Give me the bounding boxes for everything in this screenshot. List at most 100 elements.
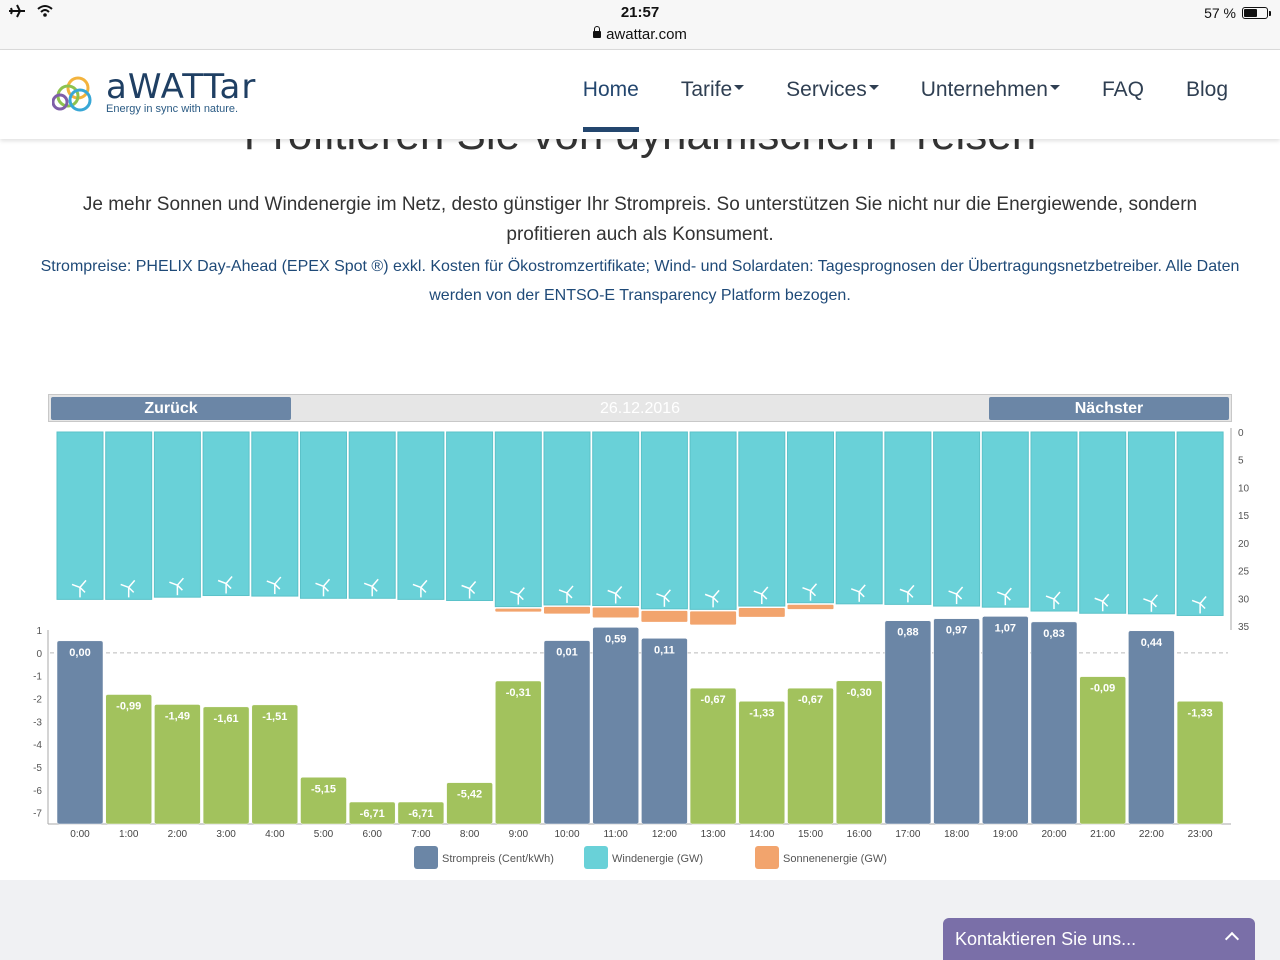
x-tick-label: 2:00 [168,829,188,840]
nav-item-faq[interactable]: FAQ [1102,78,1144,102]
nav-item-label: FAQ [1101,78,1144,101]
price-bar [251,704,299,825]
solar-bar [592,607,639,618]
x-tick-label: 3:00 [216,829,236,840]
wind-turbine-icon [412,579,428,598]
wind-turbine-icon [1143,594,1158,612]
price-bar [884,620,932,825]
logo-rings-icon [52,76,92,112]
chart-date-nav: 26.12.2016 Zurück Nächster [48,394,1232,422]
price-tick-label: 0 [36,649,42,660]
wind-bar [446,431,494,602]
price-data-label: 0,88 [897,627,918,639]
nav-item-tarife[interactable]: Tarife [681,78,745,102]
wind-bar [397,431,445,600]
price-data-label: -1,61 [214,713,239,725]
solar-bar [690,611,737,625]
address-bar[interactable]: awattar.com [0,26,1280,43]
wind-turbine-icon [704,589,720,608]
wind-turbine-icon [266,576,282,595]
wind-turbine-icon [558,585,574,603]
wind-turbine-icon [461,581,477,599]
x-tick-label: 11:00 [604,829,629,840]
wind-bar [884,431,932,605]
wind-turbine-icon [169,577,184,596]
price-data-label: 0,11 [654,644,675,656]
wind-bar [689,431,737,610]
legend-label: Strompreis (Cent/kWh) [442,853,554,865]
nav-item-unternehmen[interactable]: Unternehmen [921,78,1060,102]
price-energy-chart: 0510152025303510-1-2-3-4-5-6-70,000:00-0… [33,428,1250,869]
nav-item-blog[interactable]: Blog [1186,78,1228,102]
nav-item-label: Blog [1185,78,1228,101]
status-icons [8,3,54,19]
price-bar [1030,621,1078,825]
x-tick-label: 16:00 [847,829,872,840]
battery-icon [1242,7,1271,19]
energy-tick-label: 20 [1238,539,1250,550]
wind-turbine-icon [607,586,623,604]
price-bar [1079,676,1126,825]
price-tick-label: -2 [33,694,42,705]
logo[interactable]: aWATTar Energy in sync with nature. [52,70,256,115]
contact-label: Kontaktieren Sie uns... [955,929,1137,949]
wifi-icon [37,5,53,17]
price-data-label: -0,30 [847,687,872,699]
price-data-label: -6,71 [408,808,433,820]
chevron-up-icon [1224,931,1240,947]
wind-turbine-icon [802,583,818,601]
wind-bar [202,431,250,597]
status-time: 21:57 [620,4,660,21]
price-bar [592,627,639,825]
x-tick-label: 14:00 [749,829,774,840]
price-bar [348,801,396,825]
site-header: aWATTar Energy in sync with nature. Home… [0,50,1280,139]
x-tick-label: 20:00 [1041,829,1066,840]
nav-item-services[interactable]: Services [786,78,879,102]
wind-bar [543,431,591,606]
price-bar [787,687,834,825]
x-tick-label: 21:00 [1090,829,1115,840]
wind-turbine-icon [510,587,525,605]
x-tick-label: 5:00 [314,829,334,840]
logo-tagline: Energy in sync with nature. [106,103,239,115]
price-bar [56,640,104,825]
active-nav-underline [582,127,639,132]
nav-item-label: Home [582,78,639,101]
price-bar [543,640,591,825]
price-tick-label: -5 [33,763,42,774]
price-data-label: 0,83 [1043,628,1064,640]
price-data-label: -1,33 [749,707,774,719]
energy-tick-label: 30 [1238,594,1250,605]
price-bar [105,694,152,825]
x-tick-label: 19:00 [993,829,1018,840]
price-bar [641,638,688,825]
contact-widget[interactable]: Kontaktieren Sie uns... [943,918,1255,960]
nav-item-home[interactable]: Home [582,78,639,132]
wind-turbine-icon [656,589,671,607]
next-day-button[interactable]: Nächster [989,397,1229,420]
price-data-label: -6,71 [360,808,385,820]
previous-day-button[interactable]: Zurück [51,397,291,420]
chart-date: 26.12.2016 [599,400,681,417]
price-data-label: -0,09 [1090,683,1115,695]
x-tick-label: 22:00 [1139,829,1164,840]
price-data-label: 0,59 [605,633,626,645]
price-data-label: -0,67 [798,694,823,706]
x-tick-label: 9:00 [509,829,529,840]
price-tick-label: -4 [33,740,42,751]
wind-bar [1079,431,1127,614]
price-bar [689,687,737,825]
wind-turbine-icon [217,576,233,594]
wind-bar [640,431,688,610]
price-data-label: 0,01 [556,647,577,659]
solar-bar [787,604,834,610]
caret-down-icon [868,85,879,90]
price-tick-label: 1 [36,626,42,637]
x-tick-label: 23:00 [1188,829,1213,840]
price-data-label: 0,44 [1141,637,1163,649]
legend-swatch [584,846,608,869]
wind-bar [787,431,834,604]
wind-bar [153,431,201,598]
x-tick-label: 7:00 [411,829,431,840]
